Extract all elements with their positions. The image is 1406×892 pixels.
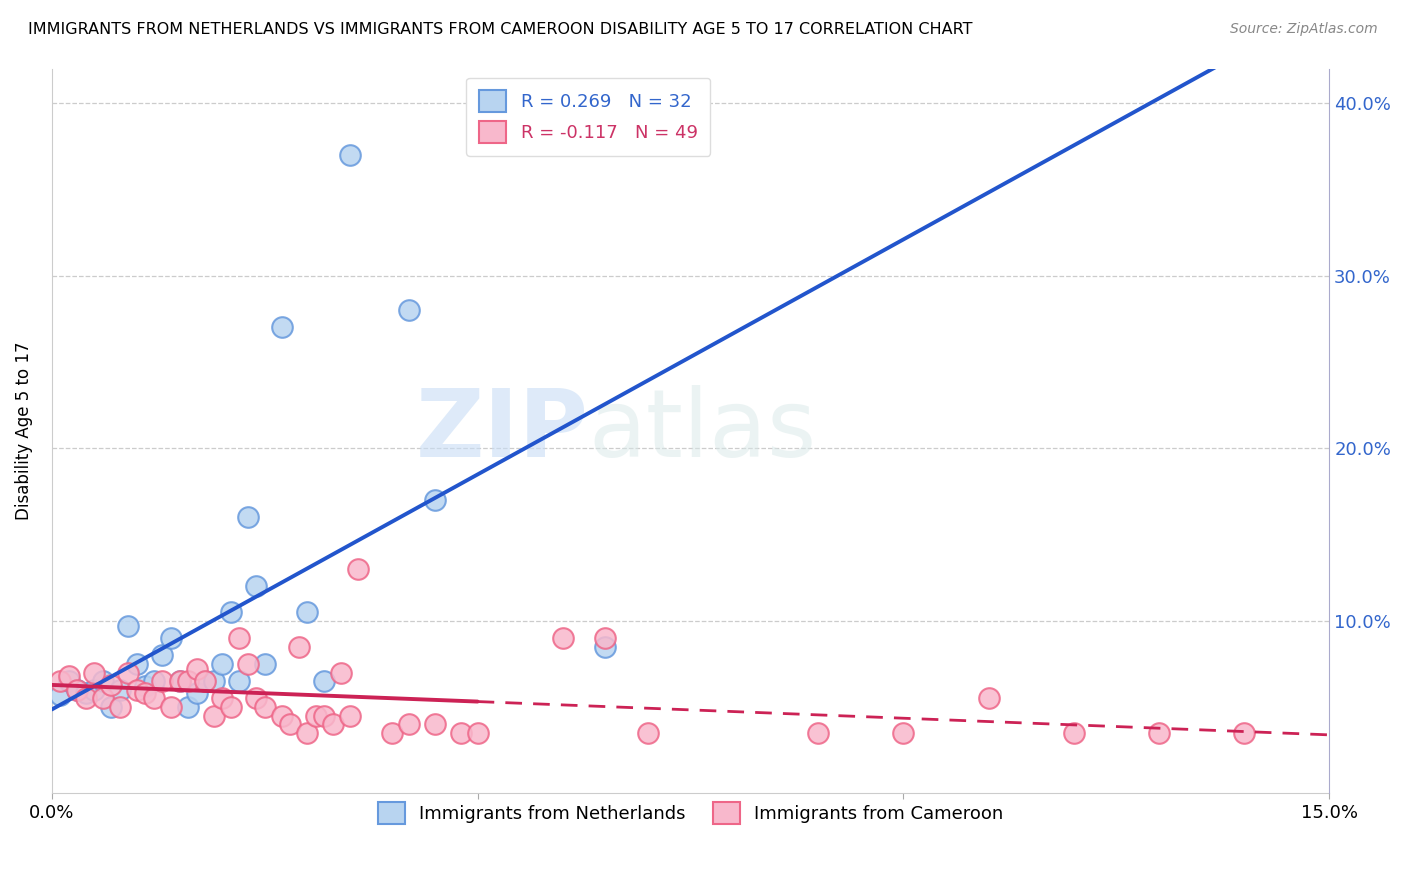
Text: ZIP: ZIP	[415, 385, 588, 477]
Point	[202, 708, 225, 723]
Point	[595, 640, 617, 654]
Text: atlas: atlas	[588, 385, 817, 477]
Point	[134, 686, 156, 700]
Point	[305, 708, 328, 723]
Point	[83, 665, 105, 680]
Point	[108, 700, 131, 714]
Point	[169, 674, 191, 689]
Point	[142, 674, 165, 689]
Point	[893, 726, 915, 740]
Point	[83, 682, 105, 697]
Point	[314, 674, 336, 689]
Point	[125, 682, 148, 697]
Point	[186, 662, 208, 676]
Point	[152, 648, 174, 663]
Point	[177, 700, 200, 714]
Point	[100, 700, 122, 714]
Point	[58, 674, 80, 689]
Point	[169, 674, 191, 689]
Point	[347, 562, 370, 576]
Point	[75, 686, 97, 700]
Point	[228, 631, 250, 645]
Point	[1233, 726, 1256, 740]
Point	[977, 691, 1000, 706]
Point	[637, 726, 659, 740]
Point	[142, 691, 165, 706]
Point	[270, 708, 292, 723]
Point	[91, 674, 114, 689]
Text: Source: ZipAtlas.com: Source: ZipAtlas.com	[1230, 22, 1378, 37]
Point	[297, 726, 319, 740]
Point	[66, 682, 89, 697]
Point	[75, 691, 97, 706]
Point	[134, 679, 156, 693]
Point	[219, 605, 242, 619]
Point	[381, 726, 404, 740]
Point	[219, 700, 242, 714]
Point	[278, 717, 301, 731]
Point	[125, 657, 148, 671]
Point	[117, 665, 139, 680]
Point	[236, 657, 259, 671]
Point	[66, 682, 89, 697]
Point	[58, 669, 80, 683]
Point	[245, 691, 267, 706]
Point	[194, 674, 217, 689]
Legend: Immigrants from Netherlands, Immigrants from Cameroon: Immigrants from Netherlands, Immigrants …	[367, 791, 1014, 835]
Point	[211, 657, 233, 671]
Point	[91, 691, 114, 706]
Point	[152, 674, 174, 689]
Point	[160, 700, 183, 714]
Point	[1063, 726, 1085, 740]
Point	[108, 682, 131, 697]
Point	[202, 674, 225, 689]
Point	[450, 726, 472, 740]
Point	[117, 619, 139, 633]
Point	[1147, 726, 1170, 740]
Point	[253, 657, 276, 671]
Text: IMMIGRANTS FROM NETHERLANDS VS IMMIGRANTS FROM CAMEROON DISABILITY AGE 5 TO 17 C: IMMIGRANTS FROM NETHERLANDS VS IMMIGRANT…	[28, 22, 973, 37]
Point	[467, 726, 489, 740]
Point	[270, 320, 292, 334]
Point	[423, 492, 446, 507]
Point	[49, 688, 72, 702]
Point	[398, 303, 420, 318]
Point	[211, 691, 233, 706]
Point	[595, 631, 617, 645]
Point	[160, 631, 183, 645]
Point	[100, 678, 122, 692]
Point	[339, 148, 361, 162]
Point	[339, 708, 361, 723]
Point	[322, 717, 344, 731]
Point	[245, 579, 267, 593]
Point	[194, 674, 217, 689]
Point	[297, 605, 319, 619]
Point	[228, 674, 250, 689]
Point	[49, 674, 72, 689]
Point	[423, 717, 446, 731]
Point	[807, 726, 830, 740]
Point	[287, 640, 309, 654]
Point	[177, 674, 200, 689]
Point	[253, 700, 276, 714]
Point	[330, 665, 353, 680]
Y-axis label: Disability Age 5 to 17: Disability Age 5 to 17	[15, 342, 32, 520]
Point	[314, 708, 336, 723]
Point	[186, 686, 208, 700]
Point	[236, 510, 259, 524]
Point	[551, 631, 574, 645]
Point	[398, 717, 420, 731]
